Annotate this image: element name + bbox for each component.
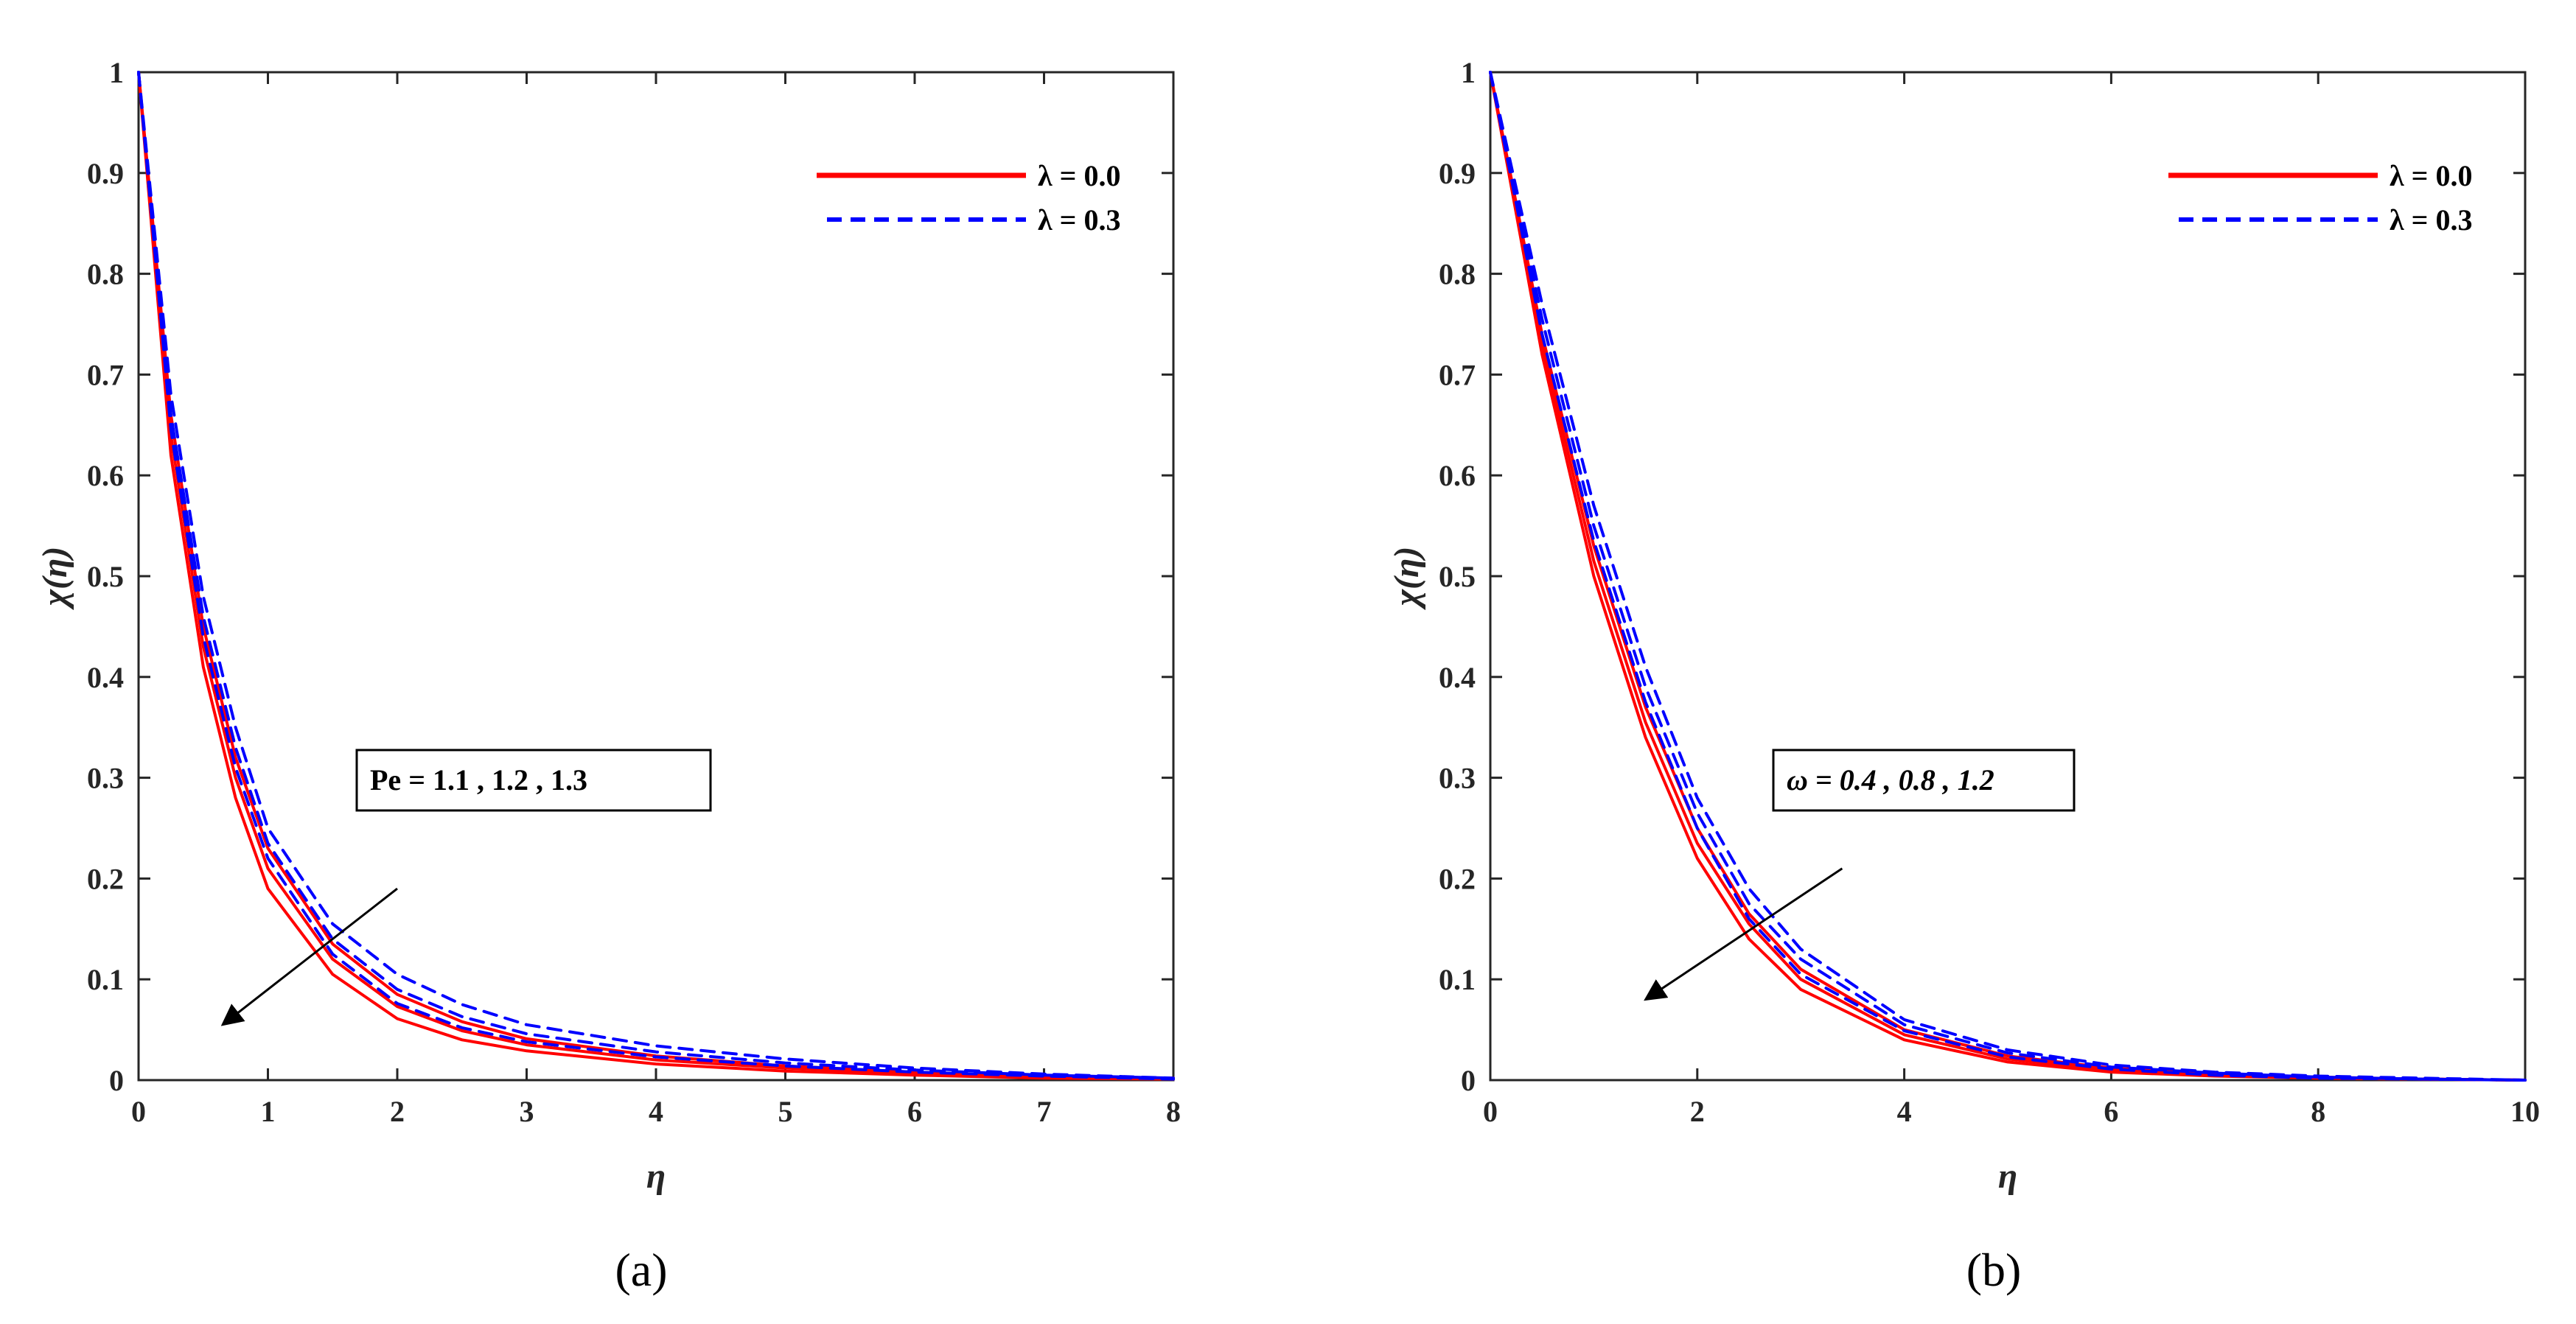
y-tick-label: 0.7 <box>1439 358 1476 391</box>
series-line-lambda-0-3-2 <box>1489 71 2527 1082</box>
y-tick-label: 0.6 <box>1439 459 1476 492</box>
y-tick-label: 0.4 <box>1439 661 1476 694</box>
legend-label-dashed-a: λ = 0.3 <box>1038 203 1120 237</box>
series-line-lambda-0-0-2 <box>137 71 1175 1081</box>
series-line-lambda-0-3-1 <box>1489 71 2527 1082</box>
x-tick-label: 6 <box>2104 1095 2118 1128</box>
annotation-a: Pe = 1.1 , 1.2 , 1.3 <box>220 749 712 1026</box>
x-tick-label: 4 <box>649 1095 663 1128</box>
x-axis-label-b: η <box>1998 1157 2017 1196</box>
y-tick-label: 0.1 <box>87 963 124 996</box>
annotation-arrow-b <box>1644 867 1843 1001</box>
y-tick-label: 0.9 <box>87 157 124 190</box>
y-tick-label: 0.2 <box>1439 862 1476 895</box>
legend-b: λ = 0.0 λ = 0.3 <box>2168 159 2472 237</box>
y-tick-label: 0.7 <box>87 358 124 391</box>
plot-area-b <box>1489 71 2527 1082</box>
y-ticks-a: 0 0.1 0.2 0.3 0.4 0.5 0.6 0.7 0.8 0.9 1 <box>87 56 1173 1097</box>
series-b <box>1489 71 2527 1082</box>
plot-area-a <box>137 71 1175 1082</box>
annotation-arrow-a <box>220 887 398 1026</box>
y-tick-label: 0.4 <box>87 661 124 694</box>
series-line-lambda-0-3-2 <box>137 71 1175 1080</box>
y-axis-label-b: χ(η) <box>1387 547 1426 611</box>
y-tick-label: 0.8 <box>87 258 124 291</box>
x-axis-label-a: η <box>646 1157 666 1196</box>
y-axis-label-a: χ(η) <box>35 547 74 611</box>
y-tick-label: 0.8 <box>1439 258 1476 291</box>
x-tick-label: 5 <box>778 1095 793 1128</box>
y-tick-label: 0.3 <box>1439 762 1476 795</box>
x-tick-label: 2 <box>1690 1095 1705 1128</box>
x-tick-label: 1 <box>261 1095 276 1128</box>
series-line-lambda-0-3-3 <box>1489 71 2527 1082</box>
y-tick-label: 0.5 <box>87 560 124 593</box>
legend-label-dashed-b: λ = 0.3 <box>2390 203 2472 237</box>
legend-label-solid-b: λ = 0.0 <box>2390 159 2472 192</box>
x-tick-label: 6 <box>907 1095 922 1128</box>
x-tick-label: 10 <box>2510 1095 2540 1128</box>
legend-label-solid-a: λ = 0.0 <box>1038 159 1120 192</box>
y-tick-label: 0.3 <box>87 762 124 795</box>
annotation-b: ω = 0.4 , 0.8 , 1.2 <box>1644 749 2076 1001</box>
x-tick-label: 2 <box>390 1095 405 1128</box>
panel-caption-b: (b) <box>1966 1244 2022 1296</box>
y-tick-label: 1 <box>109 56 124 89</box>
x-tick-label: 4 <box>1897 1095 1912 1128</box>
y-tick-label: 0.2 <box>87 862 124 895</box>
x-ticks-b: 0 2 4 6 8 10 <box>1483 72 2540 1128</box>
x-tick-label: 0 <box>1483 1095 1498 1128</box>
series-line-lambda-0-3-1 <box>137 71 1175 1080</box>
x-tick-label: 0 <box>131 1095 146 1128</box>
panel-caption-a: (a) <box>615 1244 667 1296</box>
y-tick-label: 0.1 <box>1439 963 1476 996</box>
x-tick-label: 8 <box>2311 1095 2325 1128</box>
x-tick-label: 7 <box>1037 1095 1052 1128</box>
annotation-text-b: ω = 0.4 , 0.8 , 1.2 <box>1787 763 1994 796</box>
annotation-text-a: Pe = 1.1 , 1.2 , 1.3 <box>370 763 587 796</box>
legend-a: λ = 0.0 λ = 0.3 <box>817 159 1120 237</box>
annotation-box-b <box>1772 749 2076 812</box>
panel-b: 0 2 4 6 8 10 00.10.20.30.40.50.60.70.80.91 η … <box>1387 56 2540 1296</box>
y-tick-label: 0.5 <box>1439 560 1476 593</box>
x-tick-label: 3 <box>520 1095 534 1128</box>
series-a <box>137 71 1175 1081</box>
annotation-box-a <box>355 749 712 812</box>
y-tick-label: 1 <box>1461 56 1476 89</box>
series-line-lambda-0-0-3 <box>137 71 1175 1081</box>
y-ticks-b: 0 0.1 0.2 0.3 0.4 0.5 0.6 0.7 0.8 0.9 1 <box>1439 56 2525 1097</box>
x-tick-label: 8 <box>1166 1095 1181 1128</box>
y-tick-label: 0.6 <box>87 459 124 492</box>
series-line-lambda-0-3-3 <box>137 71 1175 1081</box>
y-tick-label: 0.9 <box>1439 157 1476 190</box>
y-tick-label: 0 <box>109 1064 124 1097</box>
y-tick-label: 0 <box>1461 1064 1476 1097</box>
